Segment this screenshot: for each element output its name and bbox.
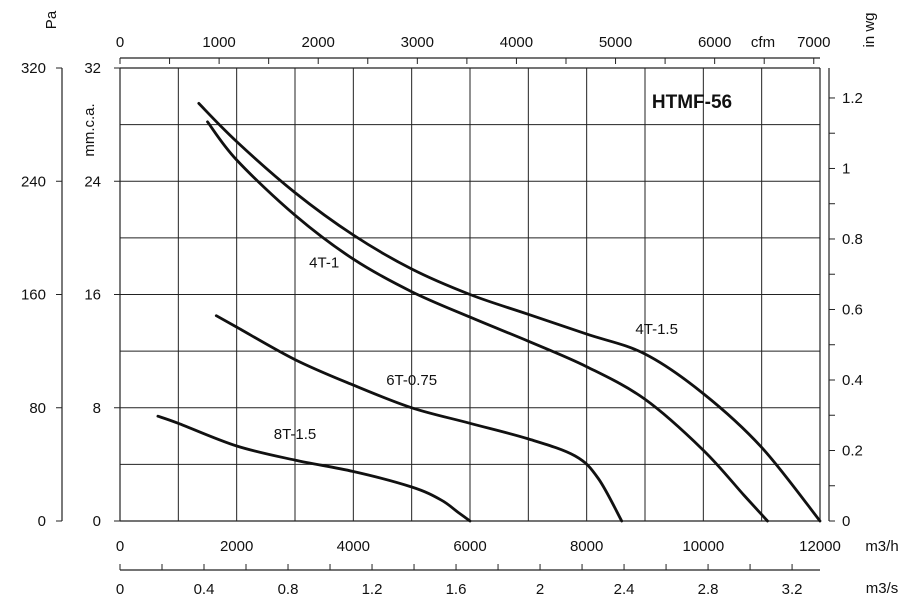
x-unit-cfm: cfm <box>751 34 775 51</box>
curve-6t-0-75 <box>214 314 624 523</box>
curve-4t-1-5 <box>197 102 822 523</box>
x-tick-label-cfm: 0 <box>116 34 124 51</box>
y-tick-label-pa: 240 <box>21 173 46 190</box>
x-tick-label-m3s: 2.4 <box>614 581 635 598</box>
axes: 0 2000 4000 6000 8000 10000 12000 m3/h0 0.4 0.8 1.… <box>21 10 899 598</box>
x-tick-label-m3h: 10000 <box>682 538 724 555</box>
x-tick-label-m3h: 2000 <box>220 538 253 555</box>
curve-labels: 4T-1 4T-1.5 6T-0.75 8T-1.5 <box>274 255 678 443</box>
x-tick-label-cfm: 1000 <box>202 34 235 51</box>
x-tick-label-m3s: 2.8 <box>698 581 719 598</box>
x-tick-label-cfm: 3000 <box>401 34 434 51</box>
y-tick-label-pa: 80 <box>29 400 46 417</box>
y-tick-label-mmca: 16 <box>84 287 101 304</box>
x-tick-label-m3s: 2 <box>536 581 544 598</box>
y-unit-mmca: mm.c.a. <box>81 103 98 156</box>
curve-label-4t-1-5: 4T-1.5 <box>635 321 678 338</box>
x-tick-label-cfm: 6000 <box>698 34 731 51</box>
x-tick-label-m3h: 6000 <box>453 538 486 555</box>
x-tick-label-m3s: 0.8 <box>278 581 299 598</box>
x-tick-label-m3h: 8000 <box>570 538 603 555</box>
y-tick-label-mmca: 0 <box>93 513 101 530</box>
x-tick-label-m3s: 3.2 <box>782 581 803 598</box>
curve-label-8t-1-5: 8T-1.5 <box>274 426 317 443</box>
y-tick-label-mmca: 32 <box>84 60 101 77</box>
y-tick-label-pa: 320 <box>21 60 46 77</box>
x-tick-label-cfm: 7000 <box>797 34 830 51</box>
x-tick-label-m3s: 1.2 <box>362 581 383 598</box>
y-tick-label-mmca: 24 <box>84 173 101 190</box>
performance-curves <box>156 102 822 523</box>
curve-label-6t-0-75: 6T-0.75 <box>386 372 437 389</box>
x-unit-m3s: m3/s <box>866 580 899 597</box>
y-tick-label-inwg: 0.2 <box>842 442 863 459</box>
x-tick-label-m3s: 0.4 <box>194 581 215 598</box>
x-tick-label-m3s: 1.6 <box>446 581 467 598</box>
x-tick-label-cfm: 4000 <box>500 34 533 51</box>
y-unit-pa: Pa <box>43 10 60 29</box>
y-tick-label-mmca: 8 <box>93 400 101 417</box>
x-unit-m3h: m3/h <box>865 538 898 555</box>
chart-title: HTMF-56 <box>652 92 732 113</box>
x-tick-label-m3h: 4000 <box>337 538 370 555</box>
y-tick-label-pa: 0 <box>38 513 46 530</box>
curve-label-4t-1: 4T-1 <box>309 255 339 272</box>
x-tick-label-m3s: 0 <box>116 581 124 598</box>
y-tick-label-inwg: 1.2 <box>842 90 863 107</box>
curve-4t-1 <box>206 120 769 523</box>
y-tick-label-inwg: 1 <box>842 160 850 177</box>
y-unit-inwg: in wg <box>861 12 878 47</box>
x-tick-label-m3h: 0 <box>116 538 124 555</box>
x-tick-label-cfm: 2000 <box>302 34 335 51</box>
y-tick-label-inwg: 0.8 <box>842 231 863 248</box>
y-tick-label-inwg: 0.4 <box>842 372 863 389</box>
x-tick-label-m3h: 12000 <box>799 538 841 555</box>
curve-8t-1-5 <box>156 414 472 523</box>
y-tick-label-pa: 160 <box>21 287 46 304</box>
grid-lines <box>120 68 820 521</box>
y-tick-label-inwg: 0.6 <box>842 301 863 318</box>
x-tick-label-cfm: 5000 <box>599 34 632 51</box>
y-tick-label-inwg: 0 <box>842 513 850 530</box>
